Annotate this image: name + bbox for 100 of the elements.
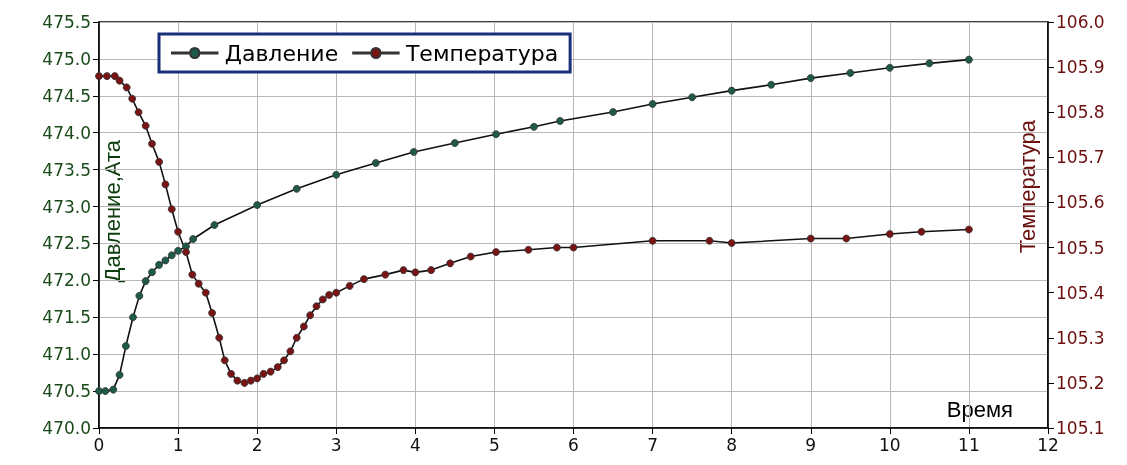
point (466, 252, 475, 261)
y-tick-label: 475.5 (42, 12, 91, 32)
y2-tick-label: 105.2 (1056, 372, 1105, 393)
y-tick-label: 472.5 (42, 233, 91, 254)
point (806, 74, 815, 82)
y-tick-label: 471.5 (42, 307, 91, 328)
x-tick-label: 4 (409, 434, 421, 455)
point (399, 266, 408, 275)
y2-tick-label: 105.5 (1056, 237, 1105, 258)
point (648, 100, 657, 108)
point (727, 86, 736, 95)
point (885, 230, 894, 238)
x-tick-label: 0 (93, 434, 105, 455)
y2-tick-label: 105.3 (1056, 327, 1105, 348)
point (609, 108, 617, 116)
point (273, 363, 282, 371)
point (167, 205, 176, 214)
point (210, 221, 219, 229)
y2-tick-label: 105.1 (1056, 418, 1105, 438)
legend-label: Температура (404, 40, 559, 66)
point (345, 282, 354, 290)
x-tick-label: 2 (251, 434, 263, 455)
point (194, 279, 203, 288)
legend-label: Давление (224, 40, 339, 66)
point (727, 239, 736, 247)
y-tick-label: 471.0 (42, 344, 91, 365)
point (360, 275, 368, 284)
point (115, 76, 124, 85)
y2-tick-label: 105.9 (1056, 57, 1105, 78)
point (188, 270, 197, 279)
point (134, 108, 143, 117)
x-tick-label: 1 (172, 434, 184, 455)
point (306, 311, 315, 320)
point (148, 139, 156, 148)
point (174, 246, 182, 255)
point (103, 72, 111, 81)
y-tick-label: 473.0 (42, 196, 91, 217)
point (556, 117, 564, 125)
point (135, 291, 144, 300)
x-tick-label: 9 (805, 434, 817, 455)
point (965, 55, 973, 64)
point (110, 72, 119, 81)
point (95, 72, 103, 81)
x-tick-label: 12 (1037, 434, 1059, 455)
y-tick-label: 474.5 (42, 85, 91, 106)
x-tick-label: 3 (330, 434, 342, 455)
y-tick-label: 472.0 (42, 270, 91, 291)
x-tick-label: 6 (568, 434, 579, 455)
point (292, 333, 301, 342)
point (299, 322, 308, 331)
point (371, 159, 380, 167)
point (332, 288, 341, 297)
point (705, 236, 714, 245)
y-tick-label: 470.0 (42, 418, 91, 438)
y-tick-label: 473.5 (42, 159, 91, 180)
y2-tick-label: 105.8 (1056, 102, 1105, 123)
point (806, 234, 815, 243)
y2-tick-label: 105.4 (1056, 282, 1105, 303)
y-tick-label: 475.0 (42, 48, 91, 69)
point (332, 170, 341, 179)
y2-tick-label: 106.0 (1056, 12, 1105, 32)
point (155, 157, 163, 166)
point (122, 342, 130, 350)
point (292, 184, 301, 193)
point (95, 387, 103, 395)
point (148, 268, 156, 277)
point (530, 122, 538, 131)
point (286, 347, 295, 356)
point (266, 367, 275, 376)
point (122, 83, 131, 92)
point (450, 139, 459, 147)
point (767, 80, 776, 89)
point (253, 201, 262, 209)
point (381, 270, 390, 279)
point (240, 378, 249, 387)
point (141, 121, 150, 130)
point (325, 291, 334, 299)
point (885, 63, 894, 72)
point (492, 130, 500, 139)
point (925, 59, 934, 68)
point (492, 248, 500, 256)
y-tick-label: 470.5 (42, 381, 91, 402)
point (141, 277, 150, 285)
point (524, 245, 533, 254)
point (312, 302, 321, 311)
point (648, 236, 657, 245)
point (182, 248, 190, 256)
point (409, 148, 418, 156)
x-tick-label: 10 (879, 434, 901, 455)
point (161, 256, 170, 265)
point (318, 295, 327, 304)
point (259, 369, 268, 378)
point (129, 313, 137, 322)
point (965, 225, 973, 234)
point (842, 234, 851, 243)
point (917, 227, 926, 236)
point (446, 259, 455, 268)
x-tick-label: 5 (489, 434, 500, 455)
point (553, 243, 561, 252)
point (280, 356, 288, 365)
